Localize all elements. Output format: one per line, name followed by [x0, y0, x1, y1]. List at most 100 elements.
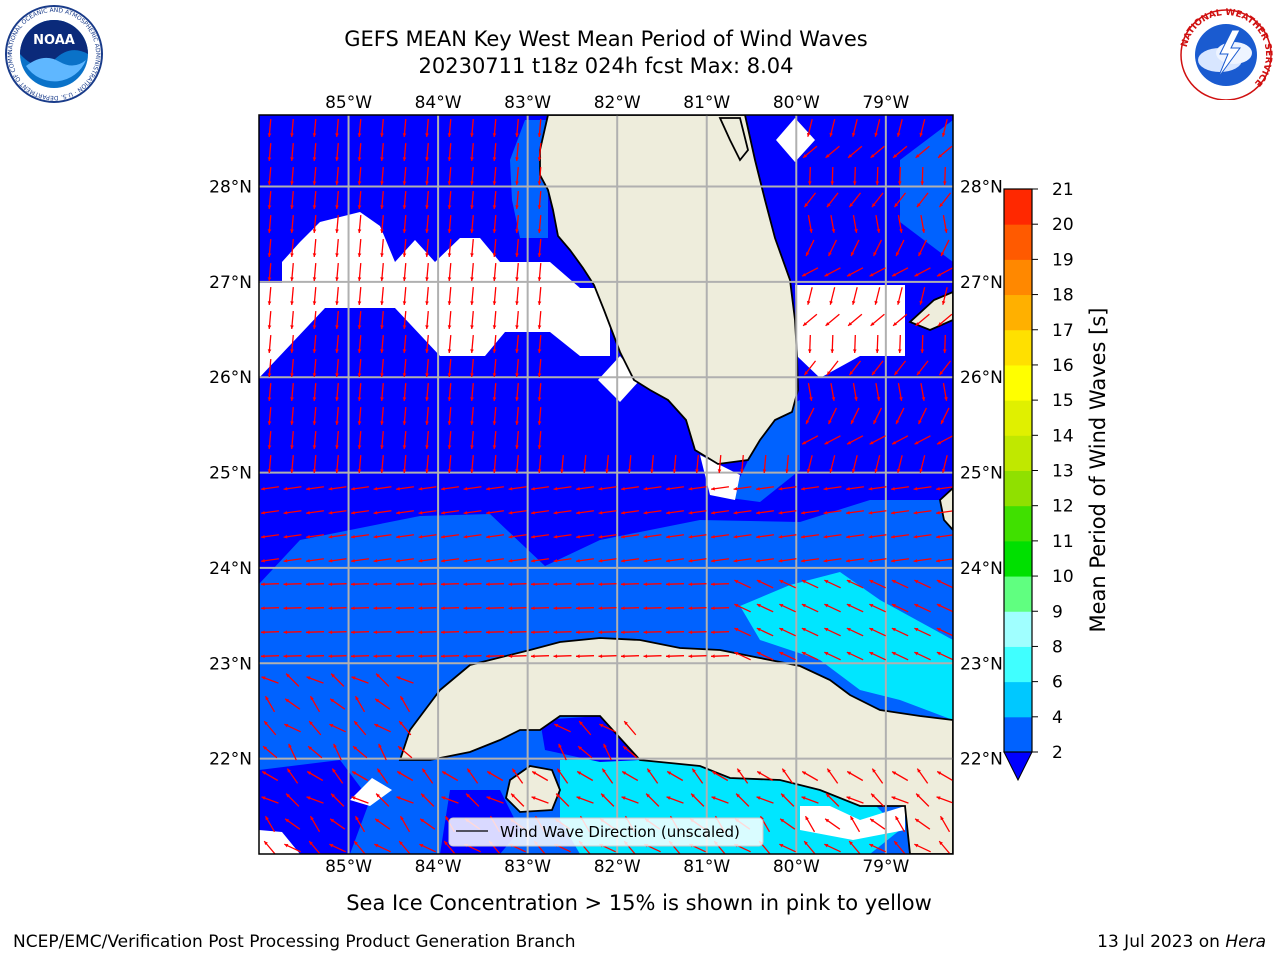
direction-arrow: [288, 743, 297, 761]
direction-arrow: [827, 407, 838, 425]
direction-arrow: [826, 360, 839, 376]
direction-arrow: [261, 676, 279, 684]
direction-arrow: [290, 166, 294, 186]
direction-arrow: [688, 486, 707, 491]
direction-arrow: [620, 606, 640, 611]
direction-arrow: [627, 454, 632, 474]
direction-arrow: [260, 630, 280, 635]
direction-arrow: [508, 510, 527, 515]
direction-arrow: [801, 435, 819, 445]
direction-arrow: [871, 192, 884, 208]
direction-arrow: [335, 454, 339, 474]
direction-arrow: [603, 743, 612, 761]
direction-arrow: [283, 510, 302, 515]
direction-arrow: [824, 818, 841, 830]
direction-arrow: [485, 582, 505, 587]
direction-arrow: [620, 510, 640, 515]
direction-arrow: [935, 558, 953, 563]
colorbar-segment: [1004, 259, 1032, 296]
direction-arrow: [800, 510, 820, 515]
direction-arrow: [530, 630, 550, 635]
direction-arrow: [892, 313, 908, 327]
direction-arrow: [935, 510, 953, 515]
direction-arrow: [575, 510, 595, 515]
direction-arrow: [846, 603, 864, 613]
direction-arrow: [531, 796, 549, 804]
direction-arrow: [447, 310, 452, 330]
direction-arrow: [470, 118, 474, 138]
direction-arrow: [515, 214, 519, 234]
direction-arrow: [825, 313, 840, 327]
direction-arrow: [396, 676, 414, 684]
colorbar-tick-label: 12: [1052, 497, 1074, 517]
direction-arrow: [717, 454, 722, 474]
direction-arrow: [936, 770, 953, 782]
direction-arrow: [710, 582, 730, 587]
direction-arrow: [260, 606, 280, 611]
direction-arrow: [575, 654, 595, 659]
direction-arrow: [756, 651, 774, 661]
direction-arrow: [890, 510, 910, 515]
direction-arrow: [803, 192, 817, 208]
direction-arrow: [801, 603, 819, 613]
direction-arrow: [666, 770, 684, 782]
direction-arrow: [351, 770, 369, 782]
direction-arrow: [425, 214, 429, 234]
no-data-areas: [259, 118, 905, 854]
direction-arrow: [688, 630, 707, 635]
direction-arrow: [290, 334, 294, 354]
direction-arrow: [402, 166, 407, 186]
direction-arrow: [350, 534, 370, 539]
direction-arrow: [305, 654, 325, 659]
direction-arrow: [868, 558, 887, 563]
direction-arrow: [290, 118, 294, 138]
direction-arrow: [395, 582, 415, 587]
direction-arrow: [335, 310, 339, 330]
direction-arrow: [335, 166, 339, 186]
direction-arrow: [575, 630, 595, 635]
direction-arrow: [869, 579, 886, 589]
direction-arrow: [440, 486, 460, 491]
direction-arrow: [492, 190, 497, 210]
direction-arrow: [871, 360, 884, 376]
direction-arrow: [643, 582, 662, 587]
direction-arrow: [896, 119, 903, 137]
direction-arrow: [537, 334, 542, 354]
direction-arrow: [374, 723, 391, 733]
direction-arrow: [290, 142, 294, 162]
direction-arrow: [895, 239, 905, 257]
direction-arrow: [470, 358, 474, 378]
direction-arrow: [942, 215, 948, 233]
direction-arrow: [530, 558, 550, 563]
direction-arrow: [378, 743, 387, 761]
direction-arrow: [440, 582, 460, 587]
direction-arrow: [425, 334, 429, 354]
direction-arrow: [599, 723, 616, 733]
direction-arrow: [425, 118, 429, 138]
direction-arrow: [874, 287, 881, 305]
colorbar-segment: [1004, 716, 1032, 753]
direction-arrow: [869, 627, 886, 637]
direction-arrow: [845, 558, 865, 563]
direction-arrow: [447, 214, 452, 234]
direction-arrow: [395, 630, 415, 635]
direction-arrow: [331, 768, 344, 784]
direction-arrow: [285, 673, 300, 687]
direction-arrow: [328, 630, 347, 635]
direction-arrow: [421, 768, 434, 784]
direction-arrow: [824, 627, 841, 637]
direction-arrow: [665, 654, 685, 659]
direction-arrow: [447, 166, 452, 186]
direction-arrow: [848, 840, 861, 854]
direction-arrow: [665, 558, 685, 563]
direction-arrow: [913, 510, 932, 515]
direction-arrow: [492, 238, 497, 258]
direction-arrow: [806, 287, 813, 305]
direction-arrow: [357, 310, 362, 330]
direction-arrow: [920, 166, 925, 186]
direction-arrow: [755, 558, 775, 563]
direction-arrow: [848, 192, 862, 208]
colorbar-tick-label: 17: [1052, 321, 1074, 341]
direction-arrow: [620, 630, 640, 635]
direction-arrow: [801, 651, 819, 661]
